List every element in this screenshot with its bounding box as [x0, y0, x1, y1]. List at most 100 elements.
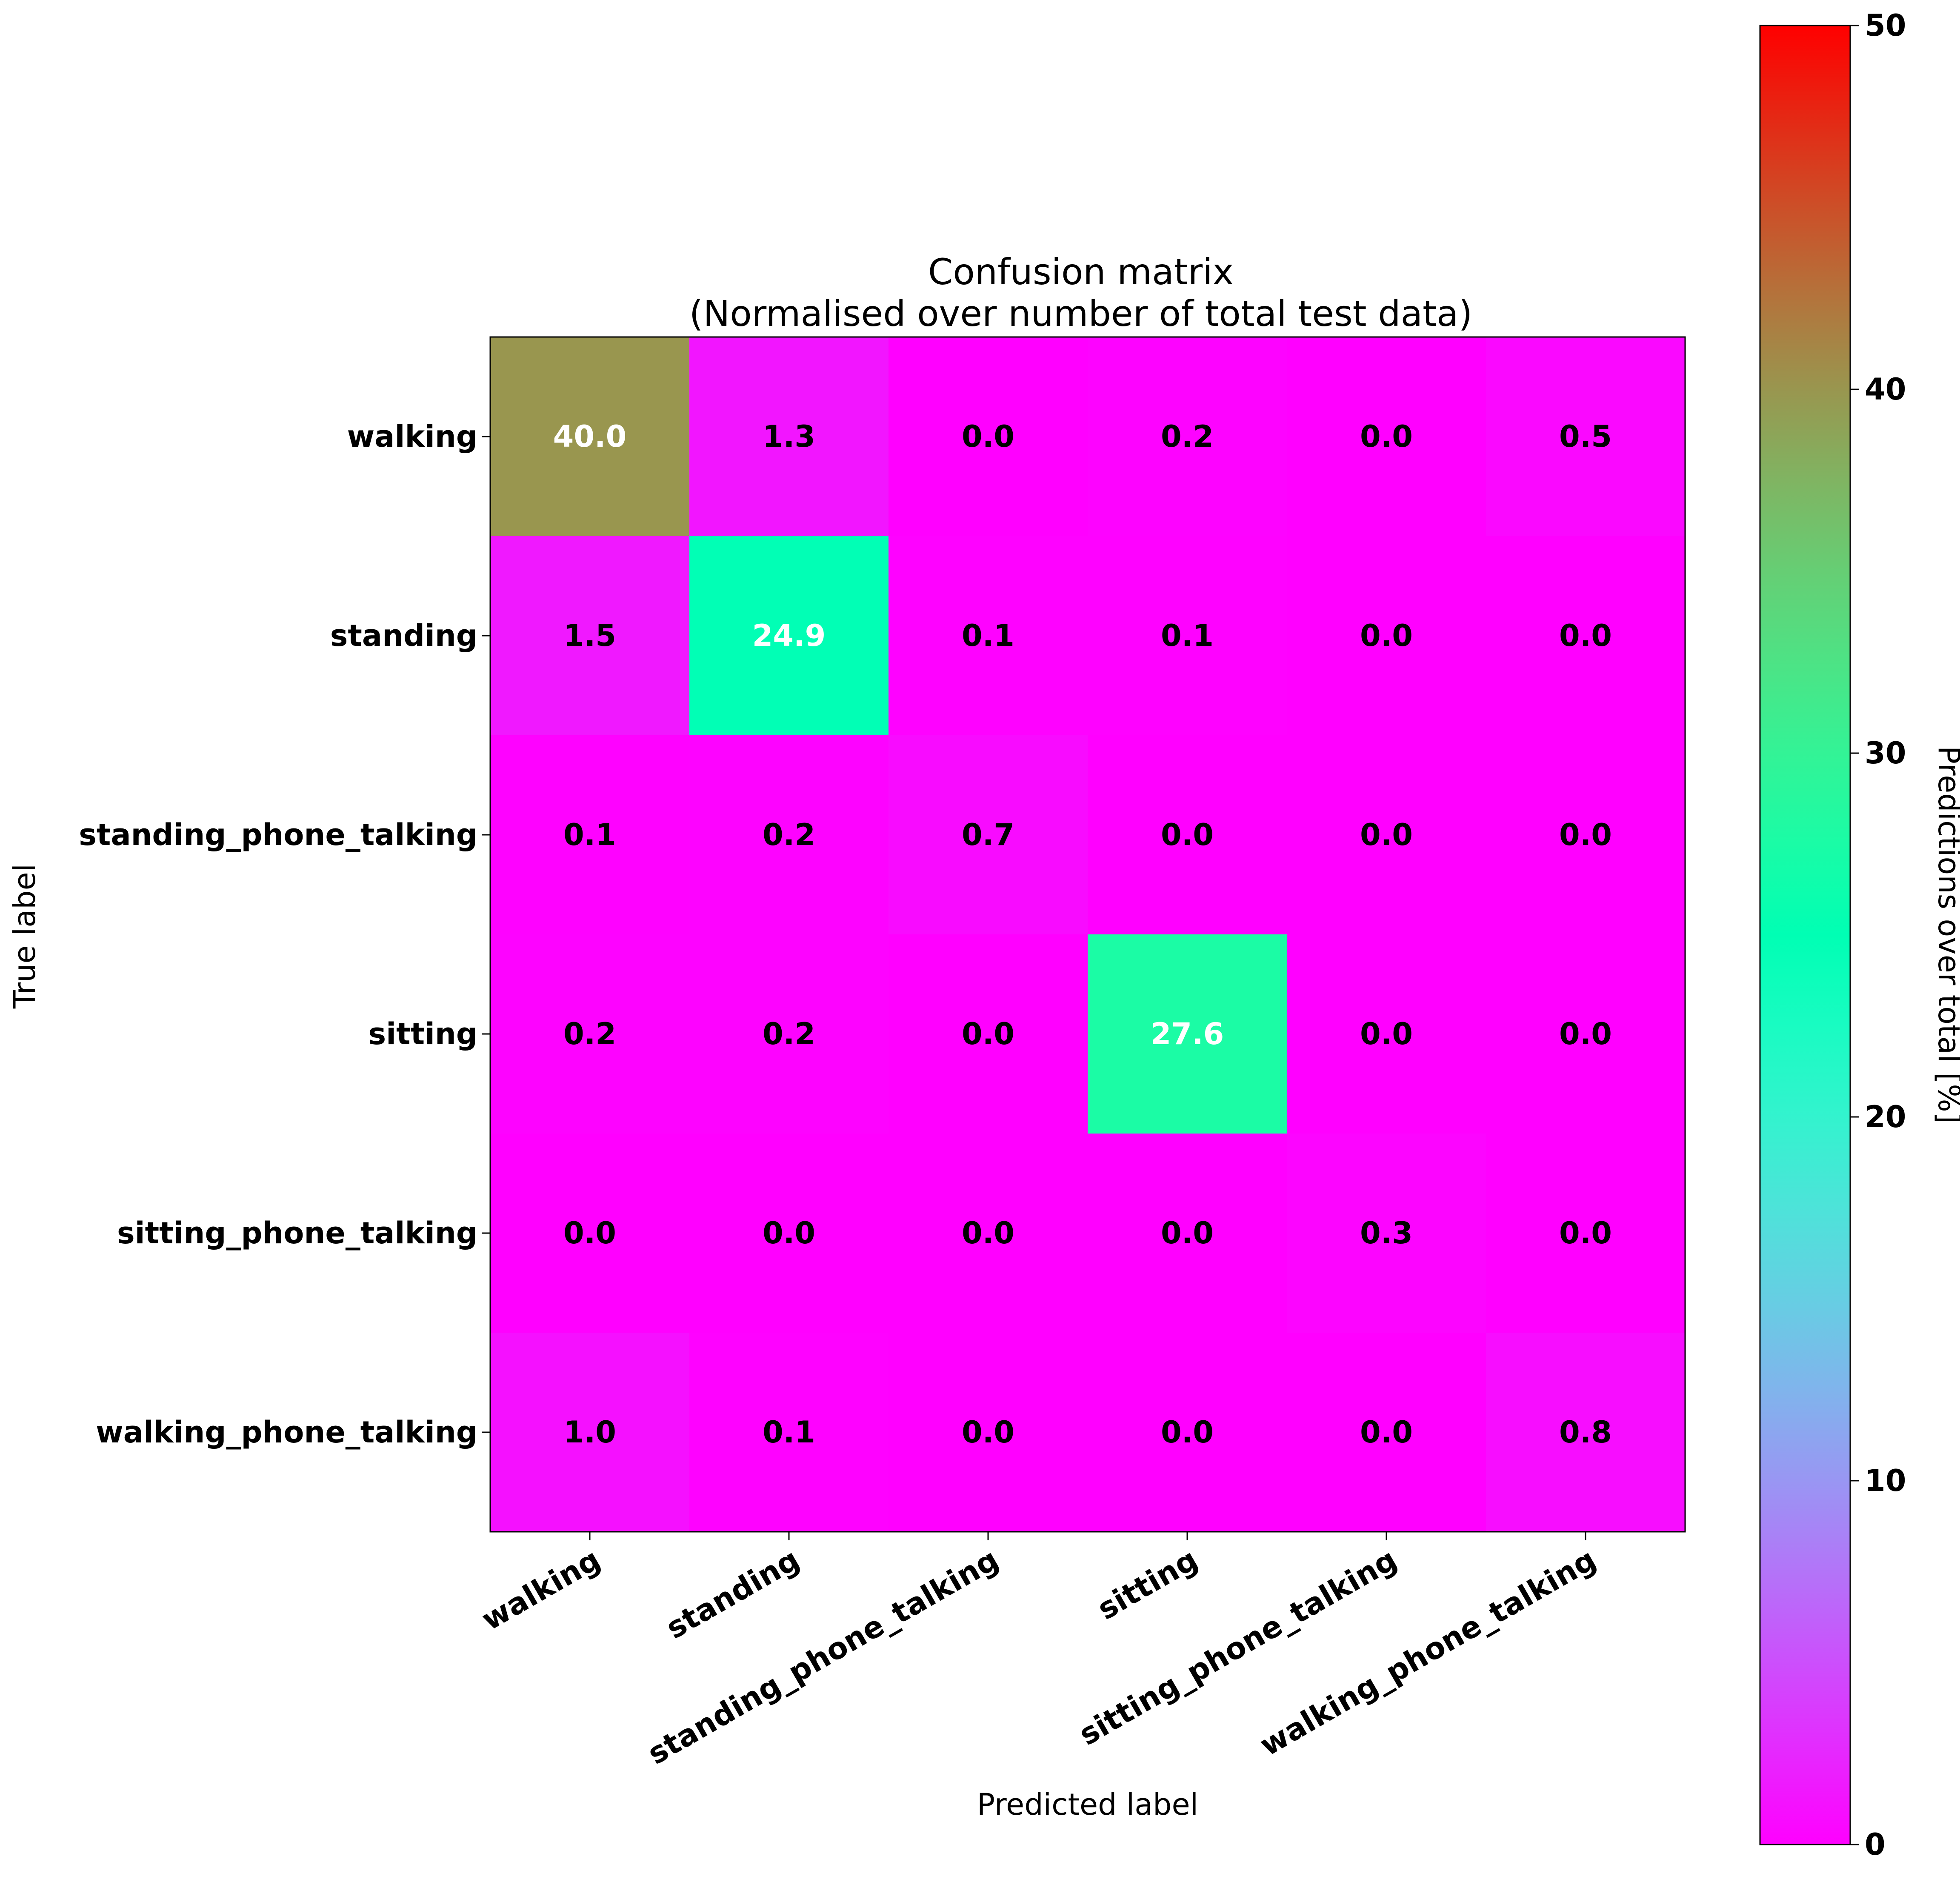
- cell-value-label: 0.0: [1559, 618, 1612, 653]
- cell-value-label: 0.0: [1360, 1415, 1413, 1450]
- cell-value-label: 0.0: [763, 1216, 815, 1251]
- y-tick-label: sitting: [368, 1017, 477, 1051]
- heatmap-cell: [889, 337, 1088, 537]
- heatmap-cell: [1486, 934, 1686, 1134]
- heatmap-cell: [490, 1333, 690, 1532]
- cell-value-label: 0.1: [763, 1415, 815, 1450]
- cell-value-label: 0.2: [1161, 419, 1214, 454]
- cell-value-label: 0.2: [763, 1017, 815, 1051]
- cell-value-label: 0.3: [1360, 1216, 1413, 1251]
- heatmap-cell: [1287, 1333, 1486, 1532]
- cell-value-label: 24.9: [752, 618, 826, 653]
- cell-value-label: 0.0: [1360, 817, 1413, 852]
- cell-value-label: 0.0: [1360, 1017, 1413, 1051]
- heatmap-cell: [1486, 337, 1686, 537]
- cell-value-label: 0.0: [1360, 618, 1413, 653]
- y-tick-label: standing_phone_talking: [79, 817, 477, 852]
- cell-value-label: 0.0: [962, 1415, 1014, 1450]
- heatmap-cell-labels: 40.0 1.3 0.0 0.2 0.0 0.5 1.5 24.9 0.1 0.1 0.0 0.0 0.…: [553, 419, 1612, 1450]
- cell-value-label: 0.0: [962, 1216, 1014, 1251]
- heatmap-cell: [1287, 1134, 1486, 1333]
- heatmap-cell: [689, 536, 889, 736]
- heatmap-cell: [889, 934, 1088, 1134]
- x-tick-label: standing_phone_talking: [642, 1542, 1004, 1771]
- colorbar-tick-label: 10: [1865, 1463, 1906, 1498]
- heatmap-cell: [490, 735, 690, 935]
- cell-value-label: 1.3: [763, 419, 815, 454]
- y-tick-label: walking: [347, 419, 477, 454]
- cell-value-label: 0.0: [962, 1017, 1014, 1051]
- heatmap-cell: [1088, 934, 1287, 1134]
- cell-value-label: 0.0: [962, 419, 1014, 454]
- heatmap-cell: [689, 735, 889, 935]
- cell-value-label: 0.7: [962, 817, 1014, 852]
- colorbar-tick-label: 30: [1865, 736, 1906, 771]
- colorbar-ticks: 0 10 20 30 40 50: [1850, 8, 1906, 1862]
- cell-value-label: 0.1: [563, 817, 616, 852]
- cell-value-label: 40.0: [553, 419, 627, 454]
- colorbar-tick-label: 40: [1865, 372, 1906, 407]
- colorbar-tick-label: 20: [1865, 1099, 1906, 1134]
- y-axis-label: True label: [7, 864, 42, 1009]
- heatmap-cell: [889, 735, 1088, 935]
- cell-value-label: 1.5: [563, 618, 616, 653]
- cell-value-label: 0.2: [763, 817, 815, 852]
- cell-value-label: 0.0: [1161, 1415, 1214, 1450]
- heatmap-cell: [1486, 735, 1686, 935]
- cell-value-label: 0.1: [1161, 618, 1214, 653]
- heatmap-cell: [1486, 1134, 1686, 1333]
- heatmap-cell: [1088, 1333, 1287, 1532]
- colorbar-label: Predictions over total [%]: [1931, 746, 1960, 1124]
- cell-value-label: 0.0: [1559, 1017, 1612, 1051]
- heatmap-cell: [490, 536, 690, 736]
- heatmap-cell: [689, 1333, 889, 1532]
- x-tick-label: walking_phone_talking: [1254, 1542, 1602, 1763]
- colorbar-tick-label: 50: [1865, 8, 1906, 43]
- cell-value-label: 0.0: [1559, 1216, 1612, 1251]
- chart-title-line-2: (Normalised over number of total test da…: [689, 293, 1473, 334]
- y-axis-ticks: walking standing standing_phone_talkingsit…: [79, 419, 490, 1450]
- heatmap-cell: [1486, 1333, 1686, 1532]
- heatmap-cell: [689, 934, 889, 1134]
- cell-value-label: 0.0: [1360, 419, 1413, 454]
- cell-value-label: 0.5: [1559, 419, 1612, 454]
- colorbar: [1759, 25, 1851, 1845]
- heatmap-cell: [490, 337, 690, 537]
- cell-value-label: 0.1: [962, 618, 1014, 653]
- cell-value-label: 1.0: [563, 1415, 616, 1450]
- heatmap-cell: [1486, 536, 1686, 736]
- cell-value-label: 27.6: [1151, 1017, 1224, 1051]
- heatmap-cell: [490, 934, 690, 1134]
- heatmap-cell: [1088, 337, 1287, 537]
- heatmap-cell: [889, 1333, 1088, 1532]
- cell-value-label: 0.0: [1161, 817, 1214, 852]
- x-tick-label: sitting_phone_talking: [1073, 1542, 1403, 1753]
- cell-value-label: 0.2: [563, 1017, 616, 1051]
- heatmap-cell: [689, 1134, 889, 1333]
- heatmap-cell: [1088, 1134, 1287, 1333]
- x-tick-label: standing: [660, 1542, 806, 1646]
- heatmap-cell: [1287, 934, 1486, 1134]
- x-tick-label: walking: [476, 1542, 606, 1637]
- heatmap-cell: [889, 1134, 1088, 1333]
- heatmap-cell: [889, 536, 1088, 736]
- heatmap-cell: [1287, 337, 1486, 537]
- cell-value-label: 0.0: [563, 1216, 616, 1251]
- heatmap-cell: [1287, 536, 1486, 736]
- colorbar-tick-label: 0: [1865, 1827, 1886, 1862]
- cell-value-label: 0.0: [1559, 817, 1612, 852]
- y-tick-label: standing: [330, 618, 477, 653]
- heatmap-cells: [490, 337, 1686, 1532]
- y-tick-label: walking_phone_talking: [96, 1415, 477, 1450]
- heatmap-cell: [1287, 735, 1486, 935]
- cell-value-label: 0.8: [1559, 1415, 1612, 1450]
- heatmap-cell: [490, 1134, 690, 1333]
- x-tick-label: sitting: [1091, 1542, 1203, 1627]
- y-tick-label: sitting_phone_talking: [117, 1216, 477, 1251]
- plot-frame: [489, 336, 1686, 1533]
- chart-title: Confusion matrix (Normalised over number…: [689, 251, 1473, 334]
- x-axis-label: Predicted label: [977, 1787, 1198, 1822]
- chart-title-line-1: Confusion matrix: [928, 251, 1234, 293]
